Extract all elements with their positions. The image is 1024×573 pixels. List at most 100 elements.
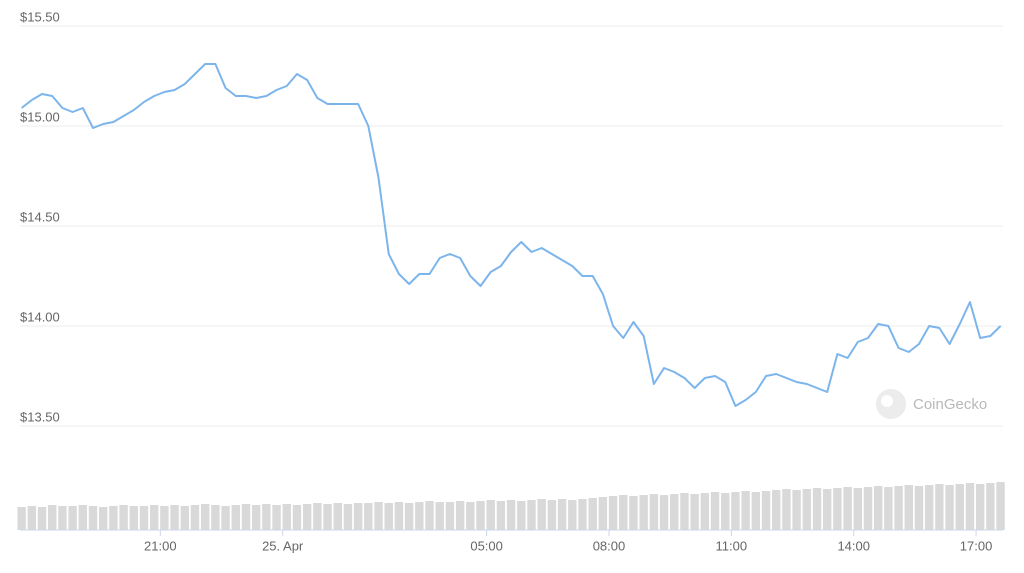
volume-bar xyxy=(792,490,801,530)
volume-bar xyxy=(568,500,577,530)
volume-bar xyxy=(823,489,832,530)
volume-bar xyxy=(873,486,883,530)
volume-bar xyxy=(466,502,475,530)
x-tick-label: 25. Apr xyxy=(262,538,304,553)
volume-bar xyxy=(109,506,118,530)
volume-bar xyxy=(731,492,740,530)
volume-bar xyxy=(537,499,546,530)
volume-bar xyxy=(17,507,26,530)
volume-bar xyxy=(924,485,934,530)
volume-bar xyxy=(200,504,210,530)
volume-bar xyxy=(853,488,862,530)
price-line xyxy=(21,63,1002,407)
volume-bar xyxy=(241,504,251,530)
volume-bar xyxy=(149,505,159,530)
volume-bar xyxy=(476,501,485,530)
volume-bar xyxy=(384,503,393,530)
volume-bar xyxy=(772,490,781,530)
watermark-logo-eye xyxy=(881,395,893,407)
x-tick-label: 08:00 xyxy=(593,538,626,553)
volume-bar xyxy=(629,496,638,530)
volume-bar xyxy=(904,485,913,530)
x-tick-label: 05:00 xyxy=(470,538,503,553)
volume-bar xyxy=(843,487,852,530)
volume-bar xyxy=(965,483,975,530)
volume-bar xyxy=(517,501,526,530)
volume-bar xyxy=(639,495,648,530)
volume-bar xyxy=(58,506,67,530)
volume-bar xyxy=(353,503,363,530)
volume-bar xyxy=(996,482,1005,530)
volume-bar xyxy=(211,505,220,530)
volume-bar xyxy=(48,505,57,530)
volume-bar xyxy=(343,504,353,530)
volume-bar xyxy=(619,495,628,530)
volume-bar xyxy=(88,506,98,530)
volume-bar xyxy=(527,500,536,530)
volume-bar xyxy=(506,500,516,530)
volume-bar xyxy=(160,506,169,530)
volume-bar xyxy=(608,496,618,530)
volume-bar xyxy=(670,494,679,530)
volume-bar xyxy=(710,492,720,530)
volume-bar xyxy=(68,506,77,530)
volume-bar xyxy=(547,500,557,530)
volume-bar xyxy=(302,504,312,530)
plot: $15.50 $15.00 $14.50 $14.00 $13.50 21:00 25. A… xyxy=(17,9,1005,553)
volume-bar xyxy=(496,501,506,530)
volume-bar xyxy=(292,505,302,530)
volume-bar xyxy=(190,505,200,530)
volume-bar xyxy=(231,505,240,530)
volume-bar xyxy=(761,491,771,530)
volume-bar xyxy=(119,505,128,530)
volume-bar xyxy=(690,494,699,530)
volume-bar xyxy=(945,485,954,530)
volume-bar xyxy=(323,504,332,530)
volume-bar xyxy=(333,503,342,530)
volume-bar xyxy=(129,506,138,530)
volume-bar xyxy=(37,507,47,530)
volume-bar xyxy=(99,507,108,530)
volume-bar xyxy=(394,502,404,530)
y-tick-label: $14.00 xyxy=(20,309,60,324)
volume-bar xyxy=(833,488,842,530)
x-tick-label: 11:00 xyxy=(716,538,748,553)
volume-bar xyxy=(863,487,873,530)
volume-bar xyxy=(812,488,822,530)
volume-bar xyxy=(486,500,495,530)
volume-bar xyxy=(659,495,669,530)
volume-bar xyxy=(374,502,383,530)
volume-bar xyxy=(139,506,149,530)
volume-bar xyxy=(221,506,230,530)
volume-bar xyxy=(27,506,37,530)
x-tick-label: 17:00 xyxy=(960,538,993,553)
volume-bar xyxy=(721,493,730,530)
volume-bar xyxy=(578,499,587,530)
x-tick-label: 14:00 xyxy=(837,538,870,553)
volume-bar xyxy=(751,492,761,530)
volume-bar xyxy=(251,505,261,530)
y-tick-label: $15.50 xyxy=(20,9,60,24)
volume-bar xyxy=(404,503,414,530)
volume-bar xyxy=(262,504,271,530)
y-tick-label: $15.00 xyxy=(20,109,60,124)
volume-bar xyxy=(588,498,597,530)
volume-bar xyxy=(986,483,995,530)
y-tick-label: $14.50 xyxy=(20,209,60,224)
volume-bar xyxy=(313,503,322,530)
volume-bar xyxy=(78,505,88,530)
volume-bar xyxy=(955,484,964,530)
x-tick-label: 21:00 xyxy=(144,538,177,553)
volume-bar xyxy=(282,504,291,530)
volume-bar xyxy=(557,499,567,530)
volume-bar xyxy=(415,502,424,530)
watermark-text: CoinGecko xyxy=(913,396,987,413)
volume-bar xyxy=(700,493,710,530)
volume-bar xyxy=(802,489,812,530)
volume-bar xyxy=(680,493,689,530)
volume-bar xyxy=(884,487,893,530)
volume-bar xyxy=(914,486,924,530)
volume-bar xyxy=(170,505,179,530)
volume-bar xyxy=(741,491,750,530)
volume-bar xyxy=(782,489,791,530)
